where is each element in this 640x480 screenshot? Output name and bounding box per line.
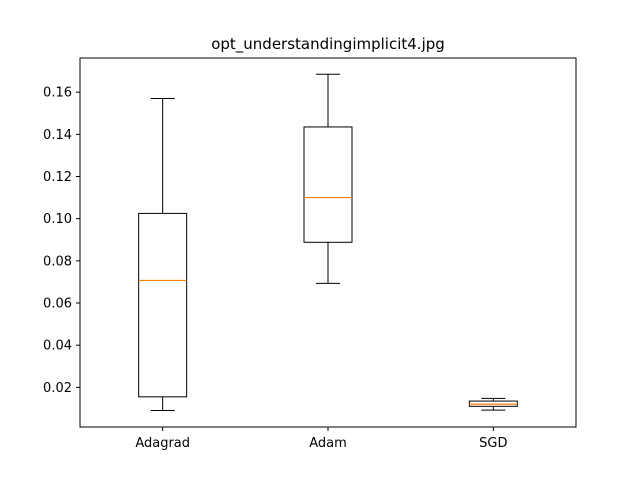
x-axis: Adagrad Adam SGD xyxy=(135,427,508,451)
box-sgd xyxy=(468,397,518,411)
y-tick-label: 0.12 xyxy=(43,170,72,185)
y-tick-label: 0.04 xyxy=(43,339,72,354)
y-tick-label: 0.16 xyxy=(43,86,72,101)
y-tick-label: 0.02 xyxy=(43,381,72,396)
iqr-box xyxy=(303,126,353,243)
y-tick-label: 0.06 xyxy=(43,297,72,312)
box-adam xyxy=(303,73,353,284)
x-tick-label: SGD xyxy=(479,436,507,451)
y-tick-label: 0.10 xyxy=(43,212,72,227)
x-tick-label: Adagrad xyxy=(135,436,190,451)
y-tick-label: 0.08 xyxy=(43,254,72,269)
chart-title: opt_understandingimplicit4.jpg xyxy=(211,35,445,54)
box-adagrad xyxy=(138,97,188,412)
x-tick-label: Adam xyxy=(309,436,347,451)
y-tick-label: 0.14 xyxy=(43,128,72,143)
box-plot-group xyxy=(138,73,518,412)
iqr-box xyxy=(138,212,188,398)
y-axis: 0.02 0.04 0.06 0.08 0.10 0.12 0.14 0.16 xyxy=(43,86,80,396)
